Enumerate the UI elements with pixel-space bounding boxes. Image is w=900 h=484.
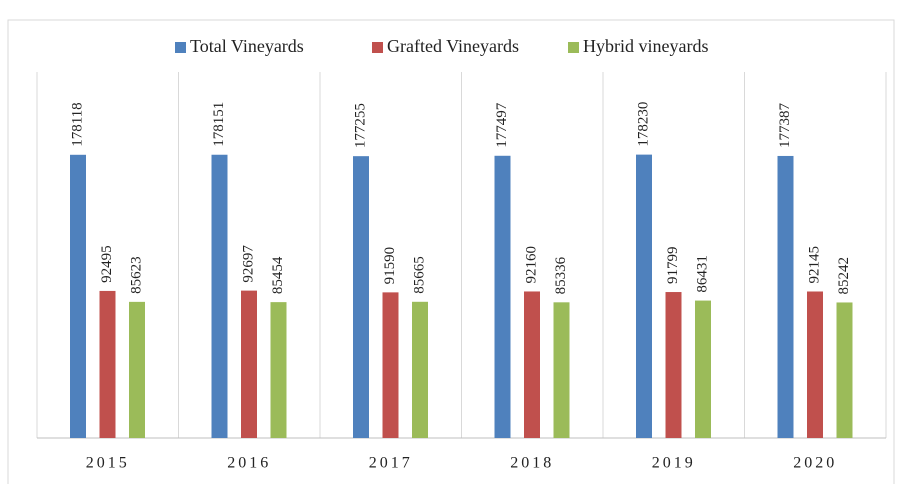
data-label: 177255 (352, 103, 368, 148)
bar (777, 155, 794, 439)
bar (695, 300, 711, 438)
bar (211, 154, 228, 438)
data-label: 177497 (494, 102, 510, 148)
x-tick-label: 2020 (793, 455, 837, 472)
chart-frame (7, 19, 895, 484)
bar (636, 154, 652, 438)
data-label: 92160 (523, 246, 539, 284)
bar (353, 156, 369, 438)
legend-label: Grafted Vineyards (387, 36, 519, 56)
legend-swatch (175, 42, 186, 53)
bar (807, 291, 823, 438)
data-label: 178151 (211, 102, 227, 147)
bar (241, 290, 257, 438)
data-label: 85454 (270, 256, 286, 294)
x-tick-label: 2019 (652, 455, 696, 472)
bar (99, 290, 116, 438)
x-tick-label: 2015 (86, 455, 130, 472)
legend-label: Total Vineyards (190, 36, 304, 56)
bar (836, 302, 853, 438)
data-label: 91590 (382, 247, 398, 285)
bar (524, 291, 540, 438)
x-tick-label: 2016 (227, 455, 271, 472)
bar (494, 155, 511, 438)
bar (270, 302, 287, 438)
bar (129, 301, 145, 438)
bar (412, 301, 428, 438)
bar (70, 154, 86, 439)
data-label: 86431 (694, 255, 710, 293)
bar (665, 292, 682, 438)
data-label: 178118 (69, 102, 85, 146)
data-label: 85336 (553, 256, 569, 294)
data-label: 91799 (665, 247, 681, 285)
data-label: 178230 (635, 102, 651, 147)
data-label: 85242 (836, 257, 852, 295)
legend-swatch (568, 42, 579, 53)
data-label: 92495 (99, 245, 115, 283)
data-label: 85665 (411, 256, 427, 294)
data-label: 177387 (777, 102, 793, 148)
x-tick-label: 2018 (510, 455, 554, 472)
legend-label: Hybrid vineyards (583, 36, 708, 56)
legend-swatch (372, 42, 383, 53)
bar (382, 292, 399, 438)
x-tick-label: 2017 (369, 455, 413, 472)
bar (553, 302, 570, 438)
data-label: 85623 (128, 256, 144, 294)
data-label: 92145 (806, 246, 822, 284)
data-label: 92697 (240, 245, 256, 283)
